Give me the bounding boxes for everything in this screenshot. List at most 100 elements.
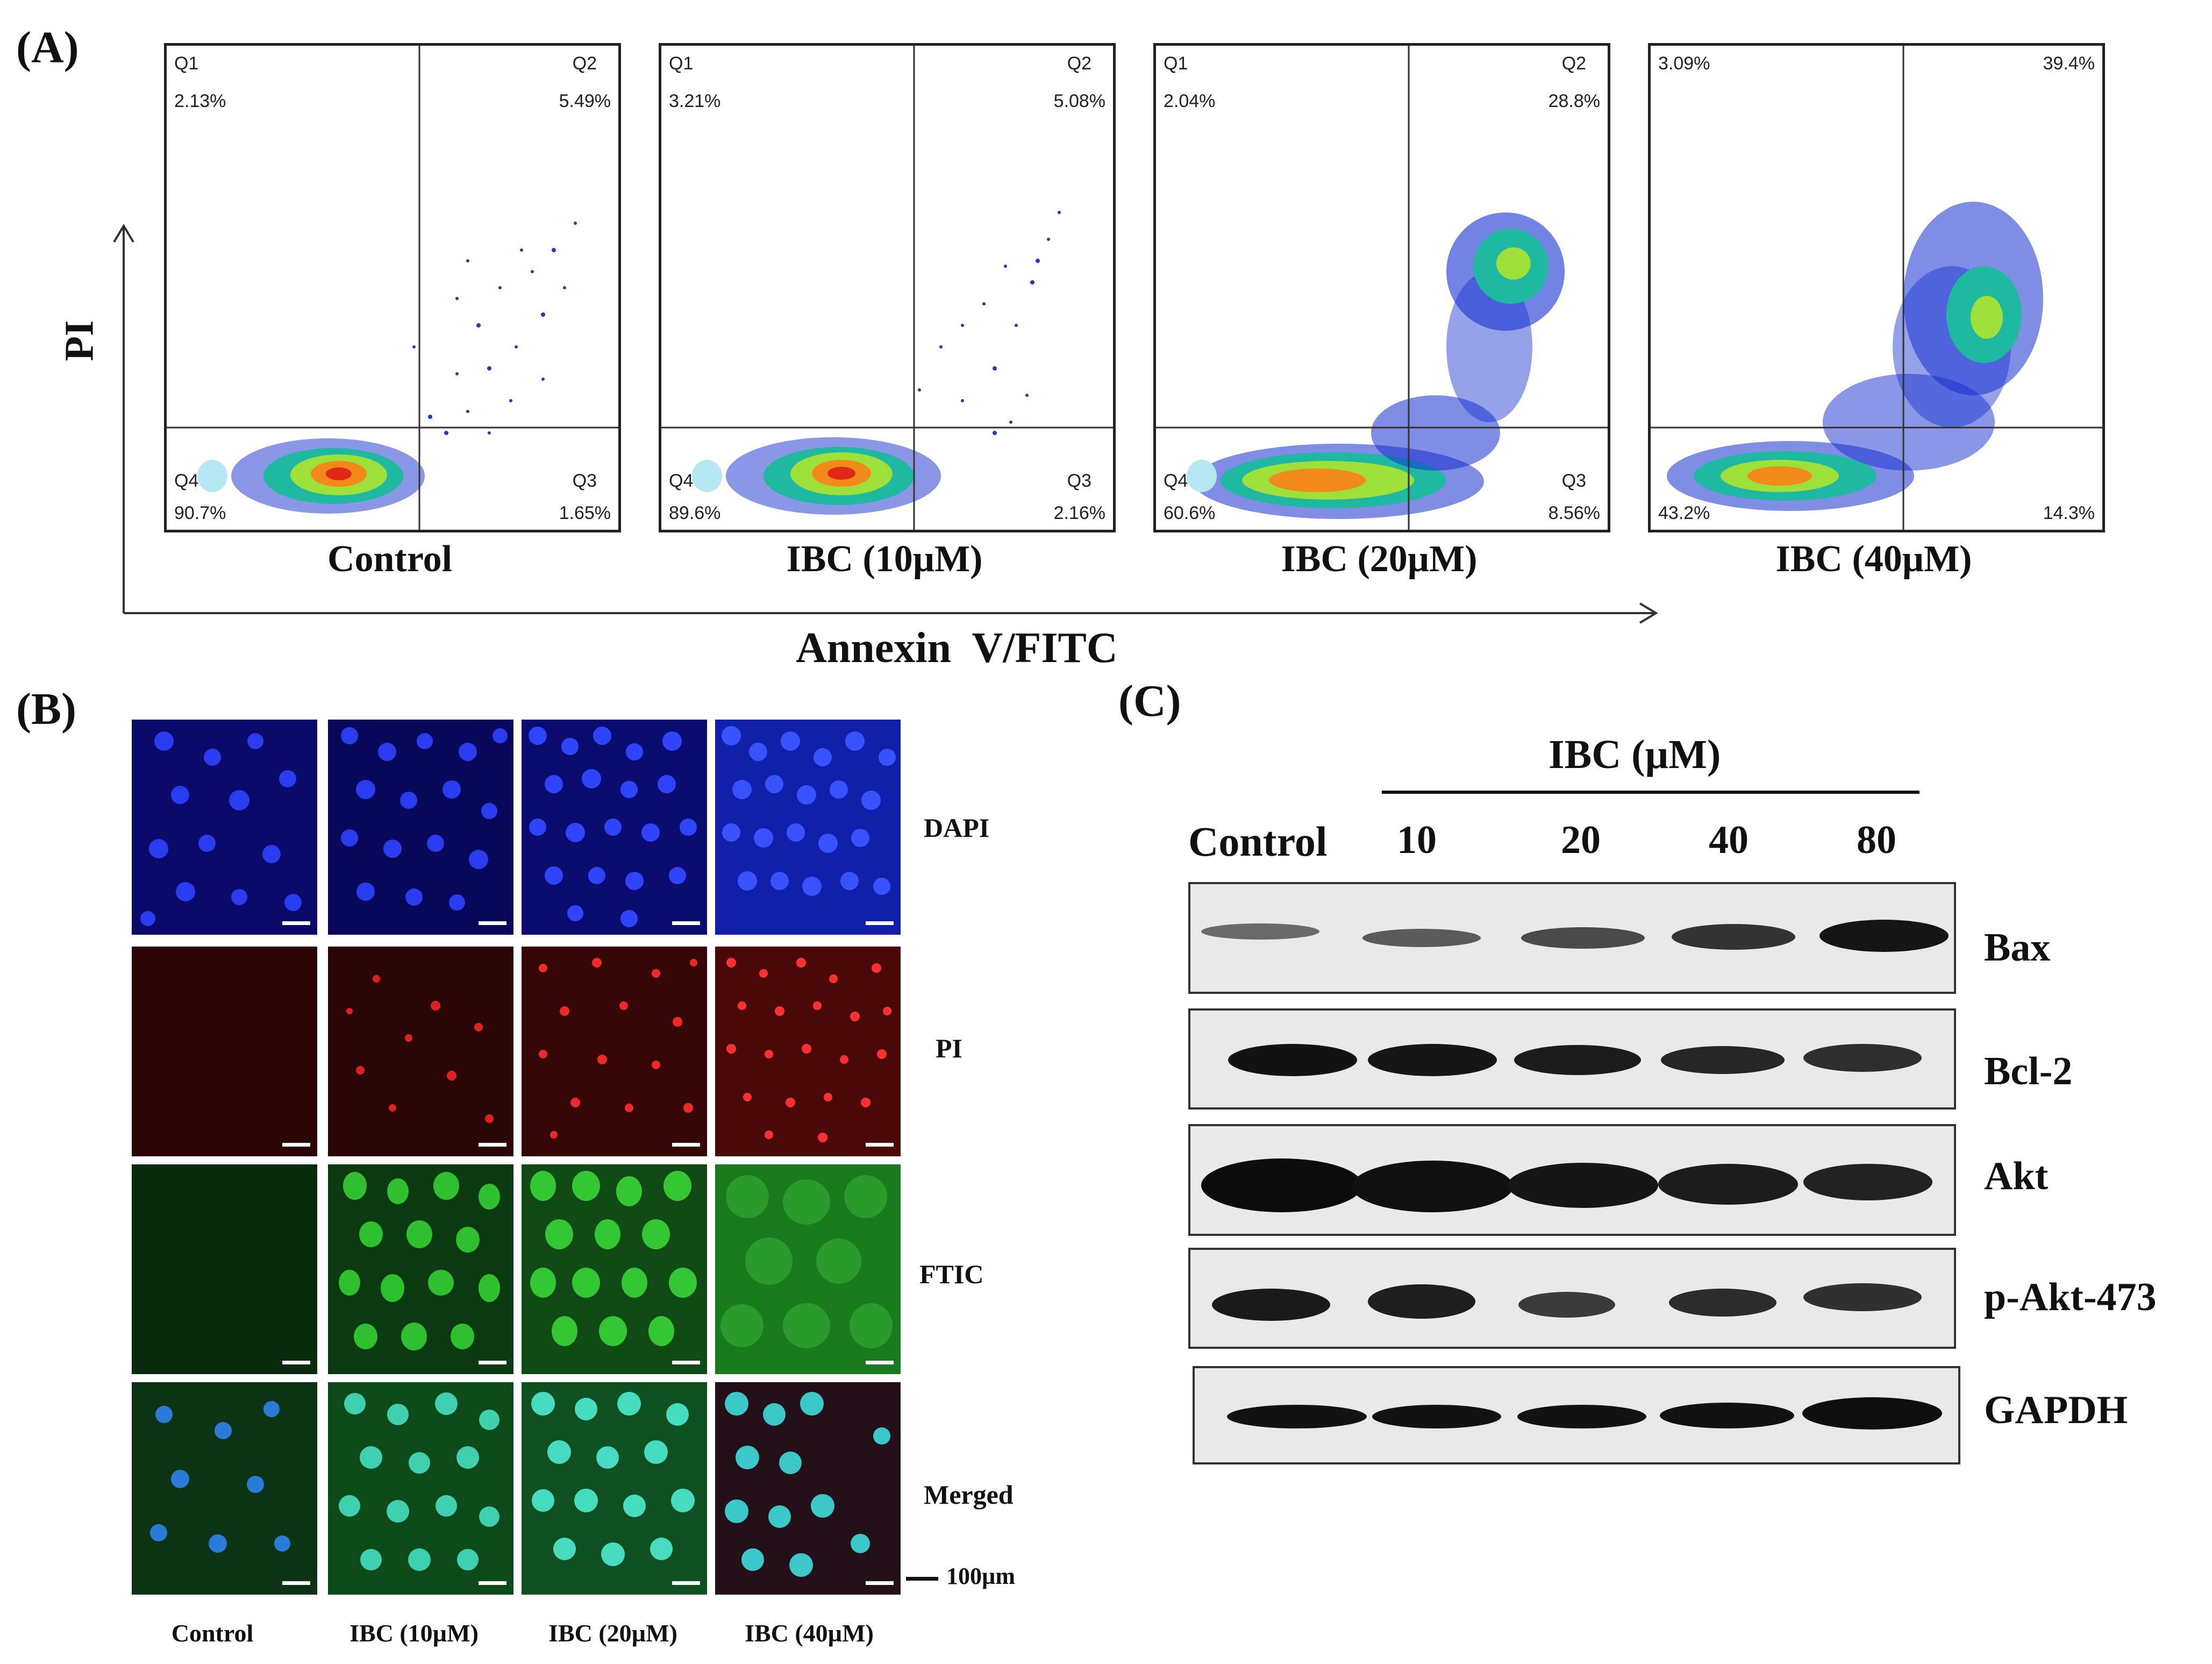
scale-bar-legend-label: 100µm	[946, 1563, 1016, 1589]
lane-label-20: 20	[1561, 818, 1601, 862]
scale-bar	[282, 921, 310, 925]
q3-value: 2.16%	[1053, 503, 1105, 523]
q1-value: 3.21%	[669, 91, 721, 111]
lane-label-40: 40	[1709, 818, 1749, 862]
panel-c-label: (C)	[1118, 676, 1181, 726]
q3-label: Q3	[572, 471, 597, 491]
scale-bar	[479, 921, 506, 925]
scale-bar	[282, 1361, 310, 1364]
q2-label: Q2	[1561, 53, 1586, 74]
q4-value: 90.7%	[174, 503, 226, 523]
blot-akt	[1188, 1124, 1956, 1236]
scale-bar	[672, 1581, 700, 1585]
scale-bar	[866, 1143, 894, 1147]
q3-label: Q3	[1067, 471, 1091, 491]
micro-merged-control	[132, 1382, 317, 1595]
q3-value: 8.56%	[1548, 503, 1600, 523]
flow-condition-control: Control	[327, 538, 453, 580]
q2-value: 5.49%	[559, 91, 611, 111]
scale-bar-legend-line	[906, 1577, 938, 1581]
q4-value: 60.6%	[1164, 503, 1216, 523]
ibc-treatment-bracket	[1382, 791, 1920, 794]
q3-value: 14.3%	[2043, 503, 2095, 523]
protein-label-gapdh: GAPDH	[1984, 1388, 2128, 1432]
stain-label-merged: Merged	[924, 1480, 1014, 1510]
flow-scatter-ibc20	[1156, 46, 1608, 530]
scale-bar	[866, 921, 894, 925]
micro-dapi-ibc40	[715, 720, 901, 935]
flow-plot-ibc20: Q1 2.04% Q2 28.8% Q4 60.6% Q3 8.56%	[1153, 43, 1610, 532]
micro-column-ibc10: IBC (10µM)	[349, 1619, 479, 1647]
micro-dapi-control	[132, 720, 317, 935]
panel-b-label: (B)	[16, 684, 76, 734]
micro-column-ibc40: IBC (40µM)	[745, 1619, 874, 1647]
q1-label: Q1	[669, 53, 694, 74]
q1-value: 2.04%	[1164, 91, 1216, 111]
q4-value: 43.2%	[1658, 503, 1710, 523]
protein-label-akt: Akt	[1984, 1154, 2049, 1198]
q4-label: Q4	[174, 471, 199, 491]
micro-merged-ibc10	[328, 1382, 513, 1595]
flow-scatter-ibc10	[661, 46, 1113, 530]
micro-fitc-ibc20	[522, 1164, 707, 1374]
flow-plot-ibc40: 3.09% 39.4% 43.2% 14.3%	[1648, 43, 2105, 532]
q3-value: 1.65%	[559, 503, 611, 523]
q4-label: Q4	[1164, 471, 1188, 491]
lane-label-10: 10	[1397, 818, 1437, 862]
scale-bar	[282, 1143, 310, 1147]
micro-merged-ibc40	[715, 1382, 901, 1595]
scale-bar	[866, 1581, 894, 1585]
scale-bar	[672, 1143, 700, 1147]
flow-plot-ibc10: Q1 3.21% Q2 5.08% Q4 89.6% Q3 2.16%	[659, 43, 1116, 532]
micro-dapi-ibc20	[522, 720, 707, 935]
scale-bar	[282, 1581, 310, 1585]
flow-scatter-ibc40	[1651, 46, 2102, 530]
q2-value: 5.08%	[1053, 91, 1105, 111]
q4-label: Q4	[669, 471, 694, 491]
q1-label: Q1	[174, 53, 199, 74]
lane-label-control: Control	[1188, 818, 1328, 865]
q3-label: Q3	[1561, 471, 1586, 491]
micro-fitc-ibc10	[328, 1164, 513, 1374]
q4-value: 89.6%	[669, 503, 721, 523]
q2-value: 39.4%	[2043, 53, 2095, 74]
q1-label: Q1	[1164, 53, 1188, 74]
micro-pi-control	[132, 947, 317, 1156]
scale-bar	[479, 1361, 506, 1364]
protein-label-pakt473: p-Akt-473	[1984, 1275, 2157, 1319]
flow-y-axis-arrow	[113, 224, 134, 613]
q1-value: 2.13%	[174, 91, 226, 111]
micro-column-control: Control	[171, 1619, 254, 1647]
micro-pi-ibc40	[715, 947, 901, 1156]
flow-x-axis-arrow	[124, 602, 1658, 624]
flow-x-axis-label: Annexin V/FITC	[796, 624, 1118, 672]
flow-y-axis-label: PI	[56, 320, 102, 361]
micro-fitc-ibc40	[715, 1164, 901, 1374]
flow-condition-ibc40: IBC (40µM)	[1775, 538, 1972, 580]
flow-condition-ibc20: IBC (20µM)	[1281, 538, 1478, 580]
q2-label: Q2	[1067, 53, 1091, 74]
scale-bar	[866, 1361, 894, 1364]
flow-plot-control: Q1 2.13% Q2 5.49% Q4 90.7% Q3 1.65%	[164, 43, 621, 532]
blot-bcl2	[1188, 1008, 1956, 1110]
flow-condition-ibc10: IBC (10µM)	[786, 538, 983, 580]
scale-bar	[672, 1361, 700, 1364]
micro-pi-ibc20	[522, 947, 707, 1156]
ibc-treatment-label: IBC (µM)	[1549, 732, 1721, 777]
micro-merged-ibc20	[522, 1382, 707, 1595]
lane-label-80: 80	[1857, 818, 1896, 862]
q2-label: Q2	[572, 53, 597, 74]
scale-bar	[672, 921, 700, 925]
q1-value: 3.09%	[1658, 53, 1710, 74]
stain-label-pi: PI	[936, 1033, 962, 1063]
micro-dapi-ibc10	[328, 720, 513, 935]
protein-label-bax: Bax	[1984, 926, 2051, 970]
micro-column-ibc20: IBC (20µM)	[548, 1619, 677, 1647]
micro-fitc-control	[132, 1164, 317, 1374]
stain-label-dapi: DAPI	[924, 813, 990, 843]
scale-bar	[479, 1143, 506, 1147]
flow-scatter-control	[167, 46, 618, 530]
q2-value: 28.8%	[1548, 91, 1600, 111]
scale-bar	[479, 1581, 506, 1585]
